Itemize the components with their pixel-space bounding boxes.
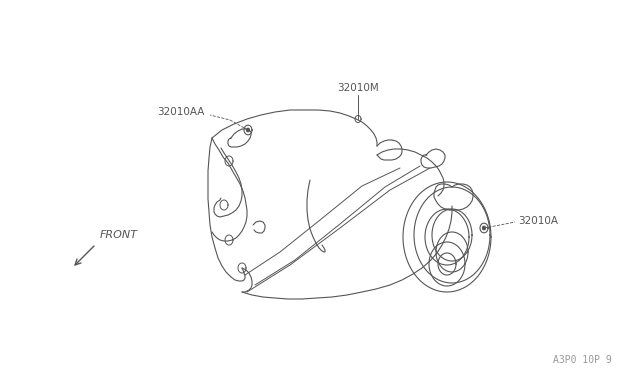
- Text: 32010A: 32010A: [518, 216, 558, 226]
- Text: 32010AA: 32010AA: [157, 107, 205, 117]
- Polygon shape: [246, 128, 250, 132]
- Text: A3P0 10P 9: A3P0 10P 9: [553, 355, 612, 365]
- Polygon shape: [483, 226, 485, 230]
- Text: 32010M: 32010M: [337, 83, 379, 93]
- Text: FRONT: FRONT: [100, 230, 138, 240]
